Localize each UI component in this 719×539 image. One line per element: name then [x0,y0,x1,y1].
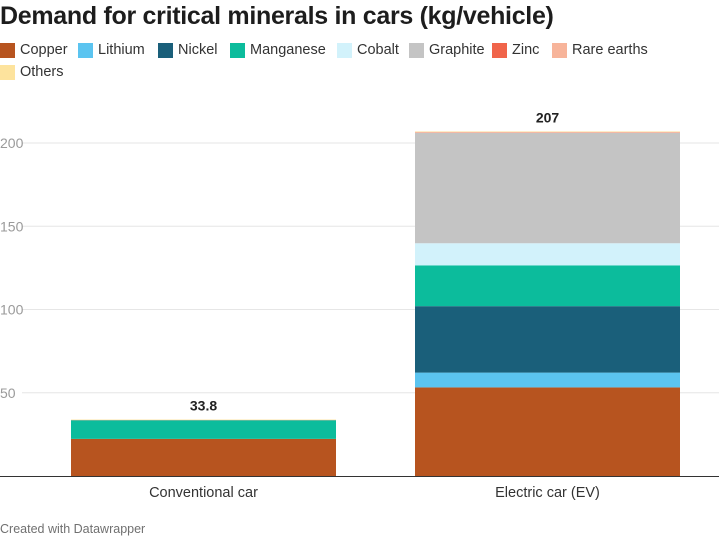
legend-label: Rare earths [572,42,648,58]
bar-segment-cobalt [415,243,680,266]
x-category-label: Electric car (EV) [495,485,600,501]
legend-item-cobalt: Cobalt [337,42,399,58]
legend-swatch [78,42,93,58]
legend-swatch [337,42,352,58]
y-tick-label: 50 [0,385,16,401]
legend-swatch [492,42,507,58]
legend-item-zinc: Zinc [492,42,539,58]
bar-total-label: 207 [536,109,560,125]
legend-label: Manganese [250,42,326,58]
legend-item-graphite: Graphite [409,42,485,58]
legend-item-rare-earths: Rare earths [552,42,648,58]
legend-swatch [0,42,15,58]
legend-swatch [230,42,245,58]
bar-segment-copper [415,387,680,476]
legend-label: Cobalt [357,42,399,58]
legend-swatch [409,42,424,58]
chart-title: Demand for critical minerals in cars (kg… [0,2,554,30]
y-tick-label: 100 [0,302,24,318]
bar-segment-nickel [415,306,680,373]
bar-segment-manganese [415,265,680,307]
bar-total-label: 33.8 [190,398,217,414]
legend-item-lithium: Lithium [78,42,145,58]
bar-segment-lithium [415,372,680,388]
legend-label: Copper [20,42,68,58]
legend-swatch [552,42,567,58]
legend-label: Others [20,64,64,80]
y-tick-label: 200 [0,135,24,151]
footer-credit[interactable]: Created with Datawrapper [0,522,146,536]
bar-segment-copper [71,438,336,476]
legend-item-manganese: Manganese [230,42,326,58]
legend-item-nickel: Nickel [158,42,217,58]
legend-item-others: Others [0,64,64,80]
legend-swatch [0,64,15,80]
legend-label: Graphite [429,42,485,58]
legend-label: Zinc [512,42,540,58]
legend-label: Nickel [178,42,218,58]
bar-segment-manganese [71,420,336,439]
x-category-label: Conventional car [149,485,258,501]
bar-segment-rare-earths [415,131,680,133]
legend-item-copper: Copper [0,42,68,58]
legend-swatch [158,42,173,58]
y-tick-label: 150 [0,218,24,234]
legend-label: Lithium [98,42,145,58]
bar-segment-graphite [415,132,680,244]
